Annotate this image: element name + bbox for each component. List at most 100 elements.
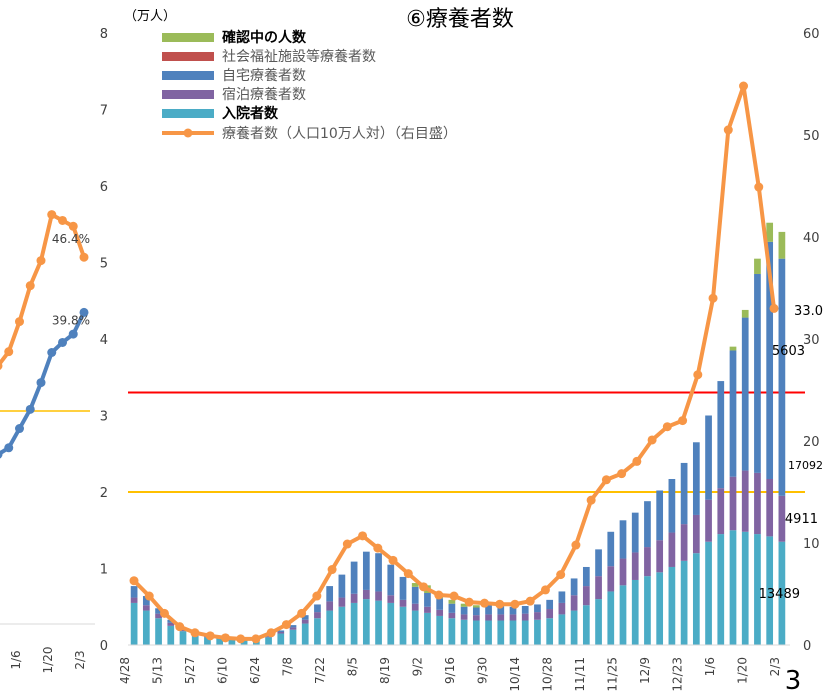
x-tick-label-1: 5/13 bbox=[151, 657, 165, 684]
rate-line-point-36 bbox=[678, 416, 688, 426]
bar-23-segment-0 bbox=[411, 583, 419, 587]
legend-swatch-3 bbox=[162, 90, 214, 99]
bar-5-segment-4 bbox=[191, 635, 199, 645]
bar-46-segment-2 bbox=[692, 442, 700, 515]
bar-11-segment-4 bbox=[265, 637, 272, 645]
bar-44-segment-2 bbox=[668, 478, 676, 533]
x-tick-label-3: 6/10 bbox=[216, 657, 230, 684]
bar-20-segment-3 bbox=[375, 591, 382, 601]
rate-line-point-2 bbox=[159, 608, 169, 618]
bar-23-segment-2 bbox=[411, 586, 419, 604]
rate-line-point-9 bbox=[266, 628, 276, 638]
bar-0-segment-3 bbox=[130, 597, 138, 603]
bar-43-segment-2 bbox=[656, 490, 664, 541]
left-series-1-point-5 bbox=[47, 348, 57, 357]
left-x-tick-label-0: 1/6 bbox=[9, 650, 23, 669]
bar-31-segment-3 bbox=[509, 614, 517, 621]
bar-31-segment-2 bbox=[509, 606, 517, 615]
bar-17-segment-2 bbox=[338, 574, 346, 598]
reference-lines bbox=[128, 391, 805, 493]
bar-29-segment-4 bbox=[485, 620, 492, 645]
rate-line-point-33 bbox=[632, 456, 642, 466]
bar-21-segment-3 bbox=[387, 595, 395, 603]
bar-52-segment-0 bbox=[766, 222, 774, 242]
left-series-0-point-3 bbox=[25, 281, 35, 291]
left-series-0-point-0 bbox=[0, 361, 3, 370]
y-right-tick-5: 50 bbox=[803, 129, 820, 144]
bar-40-segment-3 bbox=[619, 558, 627, 586]
rate-line-point-3 bbox=[175, 622, 185, 632]
rate-line-point-21 bbox=[449, 591, 459, 601]
bar-30-segment-3 bbox=[497, 614, 505, 621]
bar-53-segment-3 bbox=[778, 495, 786, 542]
bar-17-segment-3 bbox=[338, 597, 346, 607]
left-series-1-point-1 bbox=[4, 443, 14, 453]
bar-43-segment-4 bbox=[656, 572, 664, 645]
bar-26-segment-0 bbox=[448, 599, 456, 604]
rate-line-point-42 bbox=[769, 303, 779, 313]
bar-39-segment-3 bbox=[607, 566, 615, 592]
bar-8-segment-4 bbox=[228, 638, 236, 645]
rate-line-point-8 bbox=[251, 634, 261, 644]
bar-25-segment-3 bbox=[436, 609, 444, 616]
bar-35-segment-3 bbox=[558, 602, 566, 615]
bar-51-segment-0 bbox=[754, 258, 761, 274]
bar-26-segment-4 bbox=[448, 618, 456, 645]
bar-28-segment-2 bbox=[472, 607, 480, 616]
bar-28-segment-0 bbox=[472, 605, 480, 608]
bar-15-segment-4 bbox=[314, 618, 321, 645]
annotation-0: 33.0 bbox=[794, 304, 823, 319]
left-series-1-point-4 bbox=[36, 378, 46, 388]
bar-23-segment-4 bbox=[411, 610, 419, 645]
left-series-1-point-0 bbox=[0, 450, 3, 459]
bar-45-segment-4 bbox=[680, 560, 688, 645]
bar-16-segment-4 bbox=[326, 610, 334, 645]
rate-line-point-13 bbox=[327, 565, 337, 575]
rate-line-point-23 bbox=[479, 598, 489, 608]
bar-51-segment-3 bbox=[754, 472, 761, 535]
bar-53-segment-0 bbox=[778, 231, 786, 259]
legend-label-1: 社会福祉施設等療養者数 bbox=[222, 48, 376, 65]
rate-line bbox=[129, 81, 779, 644]
bar-13-segment-4 bbox=[289, 629, 297, 645]
x-tick-label-19: 1/20 bbox=[736, 657, 750, 684]
y-left-tick-5: 5 bbox=[100, 257, 108, 272]
bar-33-segment-3 bbox=[534, 612, 541, 620]
x-tick-label-11: 9/30 bbox=[476, 657, 490, 684]
legend: 確認中の人数社会福祉施設等療養者数自宅療養者数宿泊療養者数入院者数療養者数（人口… bbox=[162, 29, 457, 142]
left-series-0-point-4 bbox=[36, 256, 46, 266]
bar-53-segment-4 bbox=[778, 541, 786, 645]
bar-15-segment-3 bbox=[314, 612, 321, 619]
left-x-tick-label-1: 1/20 bbox=[41, 647, 55, 674]
bar-41-segment-3 bbox=[631, 552, 639, 580]
bar-26-segment-3 bbox=[448, 612, 456, 619]
bar-36-segment-4 bbox=[570, 610, 578, 645]
y-right-tick-3: 30 bbox=[803, 333, 820, 348]
left-series-0-point-6 bbox=[58, 215, 67, 225]
bar-12-segment-4 bbox=[277, 633, 285, 645]
x-tick-label-10: 9/16 bbox=[443, 657, 457, 684]
y-left-tick-6: 6 bbox=[100, 180, 108, 195]
chart-title: ⑥療養者数 bbox=[406, 7, 514, 32]
bar-27-segment-2 bbox=[460, 606, 468, 615]
bar-31-segment-4 bbox=[509, 620, 517, 645]
bar-21-segment-4 bbox=[387, 602, 395, 645]
bar-24-segment-4 bbox=[424, 612, 431, 645]
left-series-0-point-7 bbox=[68, 221, 78, 231]
page-number: 3 bbox=[785, 666, 802, 691]
bar-44-segment-4 bbox=[668, 566, 676, 645]
bar-11-segment-3 bbox=[265, 636, 272, 638]
x-tick-label-15: 11/25 bbox=[606, 657, 620, 691]
bar-22-segment-4 bbox=[399, 606, 407, 645]
bar-32-segment-2 bbox=[521, 605, 529, 614]
x-tick-label-12: 10/14 bbox=[508, 657, 522, 691]
x-tick-label-4: 6/24 bbox=[248, 657, 262, 684]
bar-42-segment-4 bbox=[644, 576, 651, 645]
bar-33-segment-2 bbox=[534, 604, 541, 613]
rate-line-point-5 bbox=[205, 631, 215, 641]
bar-22-segment-2 bbox=[399, 576, 407, 600]
bar-46-segment-3 bbox=[692, 514, 700, 554]
left-series-1-point-2 bbox=[15, 424, 24, 434]
legend-swatch-0 bbox=[162, 33, 214, 42]
